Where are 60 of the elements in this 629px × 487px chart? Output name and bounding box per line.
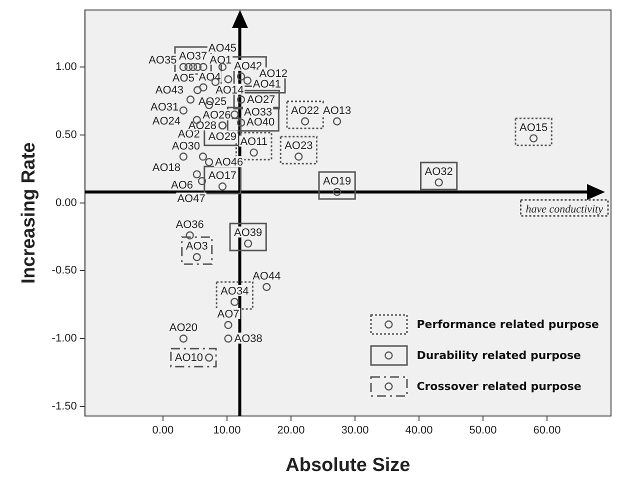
data-label: AO30: [172, 140, 200, 153]
data-label: AO20: [169, 322, 198, 334]
data-label: AO12: [259, 68, 288, 80]
legend-label: Crossover related purpose: [416, 380, 582, 393]
data-label: AO42: [234, 60, 262, 72]
data-label: AO7: [217, 308, 240, 321]
data-label: AO24: [152, 116, 180, 128]
x-tick-label: 20.00: [277, 424, 305, 437]
data-label: AO32: [424, 166, 453, 178]
data-label: AO31: [150, 101, 179, 114]
data-label: AO26: [202, 110, 231, 122]
data-label: AO38: [234, 333, 262, 346]
data-label: AO25: [198, 96, 227, 108]
data-label: AO34: [220, 285, 249, 298]
data-label: AO40: [246, 116, 275, 128]
data-label: AO35: [148, 54, 177, 66]
x-tick-label: 60.00: [533, 424, 561, 437]
data-label: AO22: [290, 104, 320, 117]
data-label: AO43: [155, 84, 184, 97]
data-label: AO5: [172, 72, 194, 85]
data-label: AO27: [247, 94, 276, 106]
data-label: AO41: [252, 78, 282, 90]
y-tick-label: -0.50: [52, 264, 77, 277]
x-tick-label: 10.00: [213, 424, 241, 437]
data-label: AO36: [176, 218, 204, 231]
legend-label: Durability related purpose: [416, 348, 582, 362]
y-tick-label: -1.50: [52, 400, 77, 413]
data-label: AO15: [519, 122, 548, 134]
data-label: AO4: [198, 72, 221, 84]
y-tick-label: -1.00: [52, 332, 77, 345]
data-label: AO10: [174, 352, 204, 364]
data-label: AO45: [208, 42, 237, 55]
data-label: AO1: [210, 54, 232, 66]
y-tick-label: 0.50: [55, 128, 77, 141]
annotation: have conductivity: [526, 203, 604, 216]
data-label: AO6: [171, 179, 194, 192]
data-label: AO3: [186, 240, 208, 253]
x-tick-label: 30.00: [341, 424, 369, 437]
data-label: AO33: [244, 106, 272, 119]
data-label: AO39: [234, 227, 262, 240]
data-label: AO47: [177, 193, 206, 206]
data-label: AO13: [322, 104, 352, 117]
y-tick-label: 0.00: [55, 196, 77, 209]
data-label: AO18: [152, 162, 180, 174]
x-tick-label: 50.00: [469, 424, 497, 437]
data-label: AO44: [252, 270, 281, 283]
legend-label: Performance related purpose: [416, 318, 599, 331]
data-label: AO19: [322, 175, 352, 188]
x-axis-title: Absolute Size: [286, 454, 410, 476]
y-axis-title: Increasing Rate: [18, 142, 40, 284]
data-label: AO29: [208, 130, 237, 143]
x-tick-label: 0.00: [152, 424, 174, 437]
data-label: AO46: [215, 156, 244, 169]
data-label: AO14: [216, 84, 244, 96]
data-label: AO37: [178, 50, 208, 63]
y-tick-label: 1.00: [55, 61, 77, 74]
data-label: AO17: [208, 170, 237, 182]
x-tick-label: 40.00: [405, 424, 433, 437]
data-label: AO11: [240, 136, 268, 148]
data-label: AO23: [284, 140, 313, 152]
